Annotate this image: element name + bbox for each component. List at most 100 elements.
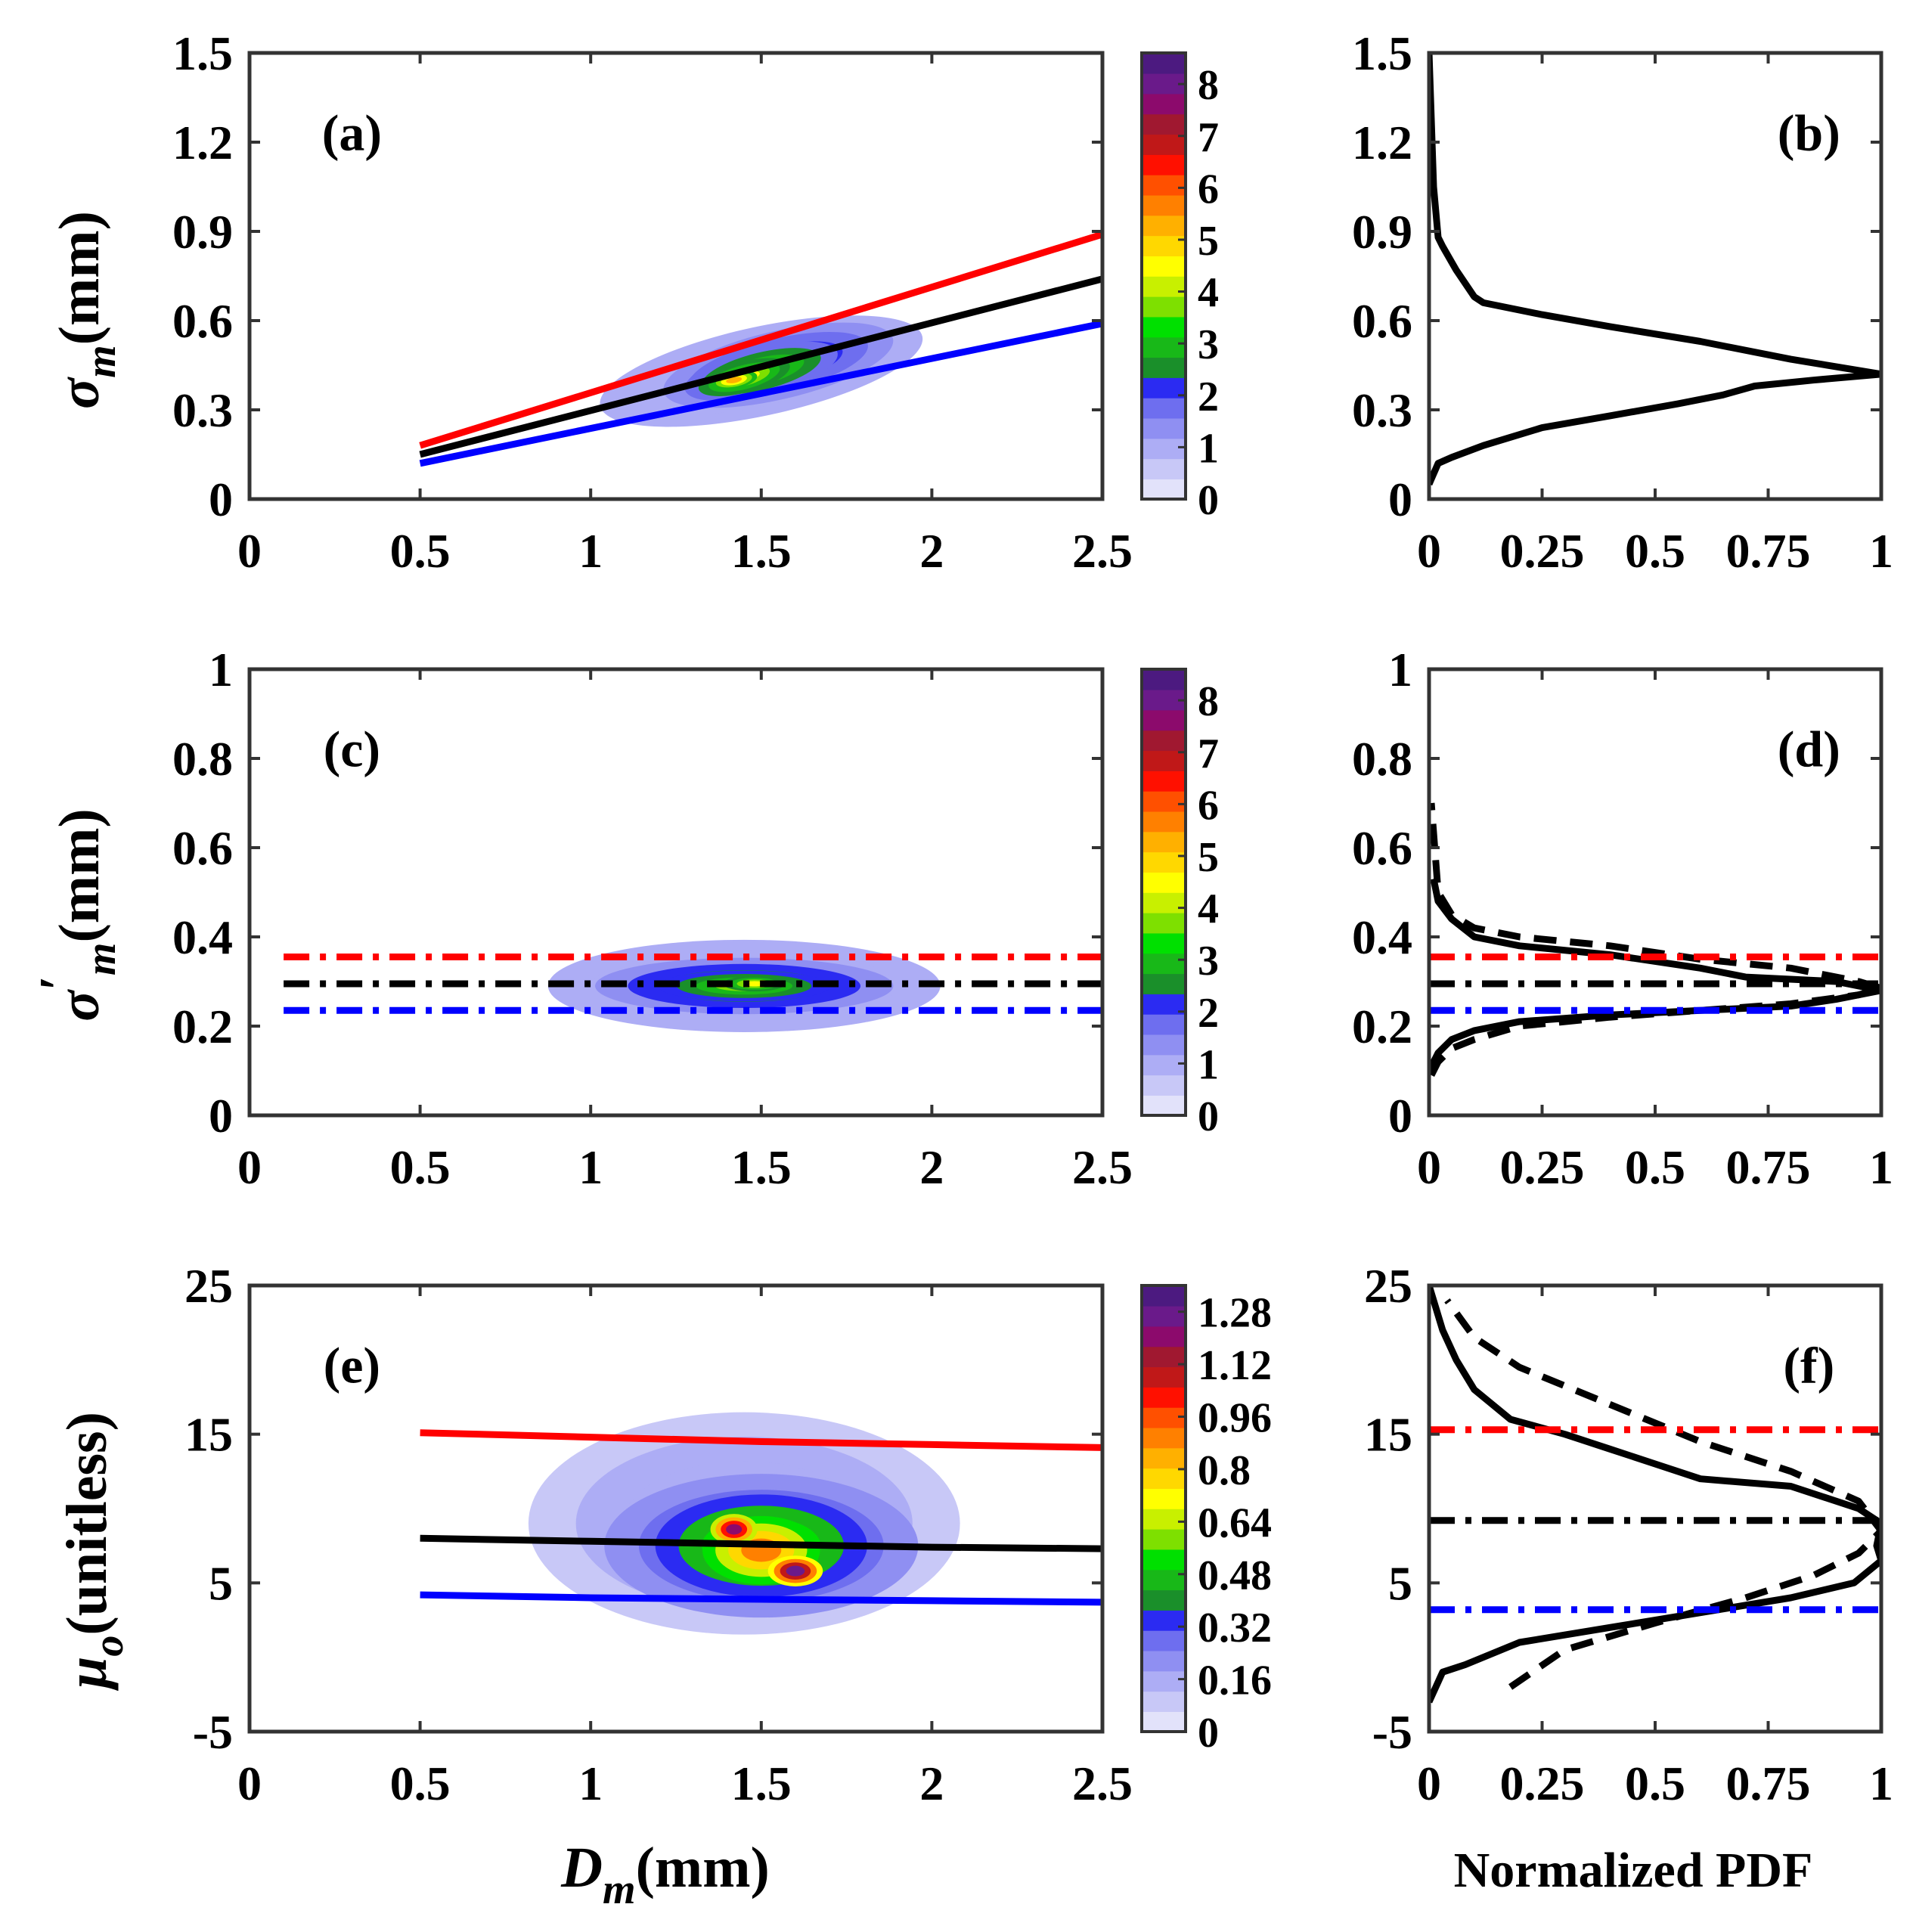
colorbar-label-a-7: 7 xyxy=(1198,114,1219,161)
colorbar-label-e-4: 0.64 xyxy=(1198,1499,1272,1546)
colorbar-label-a-2: 2 xyxy=(1198,374,1219,420)
colorbar-label-e-0: 0 xyxy=(1198,1710,1219,1757)
ytick-label-f-0: -5 xyxy=(1372,1705,1412,1759)
colorbar-swatch-e-14 xyxy=(1142,1427,1186,1449)
xtick-label-e-0: 0 xyxy=(237,1757,262,1810)
xtick-label-a-1: 0.5 xyxy=(390,524,451,578)
xtick-label-a-4: 2 xyxy=(919,524,944,578)
panel-d: 0 0.25 0.5 0.75 1 0 0.2 0.4 0.6 0.8 1 (d) xyxy=(1352,643,1893,1194)
ylabel-c-symbol: σ xyxy=(48,989,111,1022)
xtick-label-c-0: 0 xyxy=(237,1140,262,1194)
ytick-label-b-0: 0 xyxy=(1388,473,1412,526)
colorbar-swatch-a-13 xyxy=(1142,215,1186,237)
colorbar-swatch-e-8 xyxy=(1142,1549,1186,1571)
colorbar-label-c-7: 7 xyxy=(1198,730,1219,777)
ylabel-e: μo(unitless) xyxy=(55,1412,132,1692)
xtick-label-f-0: 0 xyxy=(1417,1757,1441,1810)
colorbar-swatch-a-9 xyxy=(1142,296,1186,318)
panel-label-a: (a) xyxy=(322,104,382,162)
colorbar-swatch-e-4 xyxy=(1142,1630,1186,1651)
ytick-label-c-5: 1 xyxy=(209,643,233,696)
colorbar-swatch-c-14 xyxy=(1142,811,1186,833)
ytick-label-f-2: 15 xyxy=(1364,1408,1412,1462)
colorbar-swatch-a-15 xyxy=(1142,174,1186,196)
colorbar-swatch-c-19 xyxy=(1142,709,1186,731)
axes-frame-e xyxy=(247,1283,1105,1734)
series-e-mean xyxy=(420,1534,1102,1552)
ylabel-a: σm(mm) xyxy=(48,211,125,409)
panel-label-f: (f) xyxy=(1783,1337,1834,1394)
plot-area-c xyxy=(284,939,1102,1032)
colorbar-swatch-c-15 xyxy=(1142,790,1186,812)
ytick-label-c-2: 0.4 xyxy=(172,910,233,964)
colorbar-swatch-c-16 xyxy=(1142,771,1186,792)
panel-label-d: (d) xyxy=(1778,721,1840,778)
ytick-label-d-5: 1 xyxy=(1388,643,1412,696)
ylabel-a-symbol: σ xyxy=(48,377,111,409)
colorbar-label-c-2: 2 xyxy=(1198,990,1219,1037)
colorbar-frame-a xyxy=(1140,51,1187,501)
ytick-label-a-3: 0.9 xyxy=(172,205,233,259)
xtick-label-c-2: 1 xyxy=(578,1140,603,1194)
colorbar-label-c-8: 8 xyxy=(1198,678,1219,725)
ylabel-c-sub: m xyxy=(78,943,125,976)
xtick-label-e-1: 0.5 xyxy=(390,1757,451,1810)
colorbar-label-e-8: 1.28 xyxy=(1198,1290,1272,1337)
ytick-label-e-0: -5 xyxy=(193,1705,233,1759)
ytick-label-c-3: 0.6 xyxy=(172,821,233,875)
colorbar-swatch-a-18 xyxy=(1142,113,1186,135)
colorbar-swatch-a-10 xyxy=(1142,276,1186,297)
series-a-lower xyxy=(419,320,1102,467)
panel-label-b: (b) xyxy=(1778,104,1840,162)
ytick-label-b-5: 1.5 xyxy=(1352,26,1412,80)
colorbar-swatch-c-2 xyxy=(1142,1054,1186,1076)
ytick-label-c-1: 0.2 xyxy=(172,1000,233,1053)
xtick-label-f-1: 0.25 xyxy=(1500,1757,1585,1810)
colorbar-label-c-5: 5 xyxy=(1198,834,1219,881)
colorbar-swatch-e-21 xyxy=(1142,1285,1186,1307)
density-contour-e-5-3 xyxy=(786,1565,805,1577)
colorbar-swatch-a-3 xyxy=(1142,417,1186,439)
colorbar-label-e-3: 0.48 xyxy=(1198,1552,1272,1599)
xlabel-pdf: Normalized PDF xyxy=(1454,1843,1813,1898)
colorbar-label-a-1: 1 xyxy=(1198,425,1219,472)
colorbar-swatch-a-21 xyxy=(1142,53,1186,74)
ytick-label-f-3: 25 xyxy=(1364,1259,1412,1313)
colorbar-label-e-1: 0.16 xyxy=(1198,1658,1272,1704)
colorbar-swatch-e-17 xyxy=(1142,1366,1186,1388)
ytick-label-a-5: 1.5 xyxy=(172,26,233,80)
xtick-label-b-3: 0.75 xyxy=(1726,524,1811,578)
ytick-label-b-1: 0.3 xyxy=(1352,383,1412,437)
panel-f: 0 0.25 0.5 0.75 1 -5 5 15 25 (f) xyxy=(1364,1259,1893,1810)
ytick-label-e-3: 25 xyxy=(184,1259,233,1313)
colorbar-swatch-e-16 xyxy=(1142,1387,1186,1408)
colorbar-swatch-c-11 xyxy=(1142,872,1186,893)
series-b-pdf xyxy=(1429,53,1881,486)
xtick-label-f-3: 0.75 xyxy=(1726,1757,1811,1810)
panel-e: 0 0.5 1 1.5 2 2.5 -5 5 15 25 (e) 0 0.16 0.32 0.48 0.64 0… xyxy=(184,1259,1272,1810)
colorbar-label-a-6: 6 xyxy=(1198,166,1219,212)
axes-frame-a xyxy=(247,51,1105,501)
xtick-label-b-2: 0.5 xyxy=(1625,524,1685,578)
colorbar-label-c-0: 0 xyxy=(1198,1093,1219,1140)
ytick-label-a-0: 0 xyxy=(209,473,233,526)
xtick-label-c-4: 2 xyxy=(919,1140,944,1194)
xlabel-main-symbol: D xyxy=(560,1836,603,1899)
xtick-label-b-4: 1 xyxy=(1869,524,1893,578)
xtick-label-c-5: 2.5 xyxy=(1072,1140,1133,1194)
ylabel-e-sub: o xyxy=(85,1636,132,1657)
colorbar-swatch-a-2 xyxy=(1142,438,1186,460)
colorbar-swatch-a-14 xyxy=(1142,194,1186,216)
colorbar-swatch-a-19 xyxy=(1142,93,1186,115)
svg-text:μo(unitless): μo(unitless) xyxy=(55,1412,132,1692)
colorbar-swatch-e-13 xyxy=(1142,1447,1186,1469)
xtick-label-a-3: 1.5 xyxy=(731,524,792,578)
xtick-label-e-4: 2 xyxy=(919,1757,944,1810)
xtick-label-d-2: 0.5 xyxy=(1625,1140,1685,1194)
colorbar-swatch-c-0 xyxy=(1142,1095,1186,1116)
colorbar-swatch-c-6 xyxy=(1142,973,1186,994)
colorbar-swatch-e-7 xyxy=(1142,1569,1186,1591)
ytick-label-b-2: 0.6 xyxy=(1352,294,1412,348)
colorbar-swatch-c-1 xyxy=(1142,1075,1186,1096)
